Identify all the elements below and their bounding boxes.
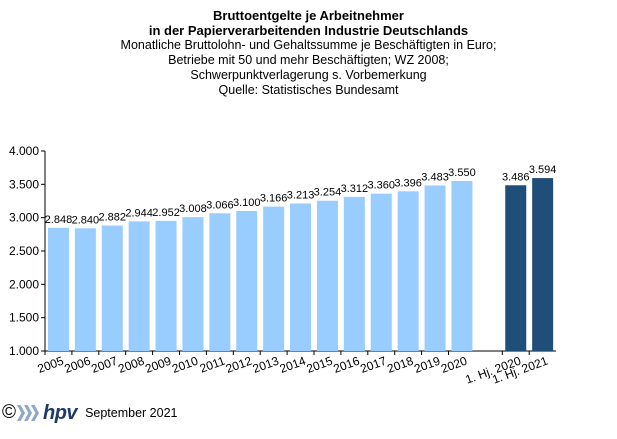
y-tick-label: 3.500 [9, 177, 39, 191]
data-label: 3.213 [287, 189, 315, 201]
bar [182, 217, 204, 351]
data-label: 2.944 [125, 207, 153, 219]
chart-subtitle-line-3: Schwerpunktverlagerung s. Vorbemerkung [190, 68, 427, 82]
x-tick-label: 2017 [358, 354, 388, 376]
chart-subtitle-line-1: Monatliche Bruttolohn- und Gehaltssumme … [120, 38, 497, 52]
bar [155, 220, 177, 351]
data-label: 3.396 [394, 177, 422, 189]
bar [236, 211, 258, 351]
data-label: 3.066 [206, 199, 234, 211]
x-tick-label: 2018 [385, 354, 415, 376]
bar [505, 185, 527, 351]
data-label: 2.952 [152, 207, 180, 219]
x-tick-label: 1. Hj. 2021 [490, 354, 550, 387]
x-tick-label: 2013 [251, 354, 281, 376]
data-label: 3.254 [314, 187, 342, 199]
bar [74, 228, 96, 351]
data-label: 2.882 [98, 212, 126, 224]
y-tick-label: 1.500 [9, 311, 39, 325]
data-label: 3.486 [502, 171, 530, 183]
data-label: 3.360 [367, 180, 395, 192]
hpv-logo: hpv [43, 401, 78, 424]
bar [451, 181, 473, 351]
data-label: 2.848 [45, 214, 73, 226]
x-tick-label: 2005 [36, 354, 66, 376]
bar [47, 227, 69, 351]
bar [397, 191, 419, 351]
y-tick-label: 4.000 [9, 144, 39, 158]
bar [209, 213, 231, 351]
x-tick-label: 2011 [198, 354, 227, 376]
data-label: 3.008 [179, 203, 207, 215]
bar [128, 221, 150, 351]
y-tick-label: 2.000 [9, 277, 39, 291]
x-tick-label: 2009 [143, 354, 173, 376]
x-tick-label: 2015 [305, 354, 335, 376]
data-label: 3.550 [448, 167, 476, 179]
bar [263, 206, 285, 351]
x-tick-label: 2016 [331, 354, 361, 376]
publication-date: September 2021 [85, 406, 178, 420]
bar [370, 193, 392, 351]
bar [532, 178, 554, 351]
y-tick-label: 3.000 [9, 211, 39, 225]
y-tick-label: 1.000 [9, 344, 39, 358]
data-label: 3.166 [260, 193, 288, 205]
data-label: 3.594 [529, 164, 557, 176]
data-label: 3.312 [341, 183, 369, 195]
chart-title-line-2: in der Papierverarbeitenden Industrie De… [148, 23, 469, 38]
data-label: 3.483 [421, 171, 449, 183]
x-tick-label: 2019 [412, 354, 442, 376]
data-label: 2.840 [72, 214, 100, 226]
hpv-logo-chevrons-icon [17, 405, 39, 421]
bar [316, 200, 338, 351]
bar [343, 196, 365, 351]
copyright-symbol: © [2, 402, 16, 423]
chart-title-block: Bruttoentgelte je Arbeitnehmer in der Pa… [0, 8, 617, 98]
bar [101, 225, 123, 351]
chart-source-line: Quelle: Statistisches Bundesamt [218, 83, 399, 97]
chart-subtitle-line-2: Betriebe mit 50 und mehr Beschäftigten; … [168, 53, 449, 67]
chart-title-line-1: Bruttoentgelte je Arbeitnehmer [213, 8, 404, 23]
bar [290, 203, 312, 351]
footer: © hpv September 2021 [2, 402, 178, 424]
x-tick-label: 2010 [170, 354, 200, 376]
x-tick-label: 2012 [224, 354, 254, 376]
y-tick-label: 2.500 [9, 244, 39, 258]
data-label: 3.100 [233, 197, 261, 209]
bar-chart: 1.000 1.500 2.000 2.500 3.000 3.500 4.000 2.848… [9, 144, 557, 387]
x-tick-label: 2014 [278, 354, 308, 376]
x-tick-label: 2007 [89, 354, 119, 376]
x-tick-label: 2008 [116, 354, 146, 376]
x-tick-label: 2006 [62, 354, 92, 376]
bar [424, 185, 446, 351]
